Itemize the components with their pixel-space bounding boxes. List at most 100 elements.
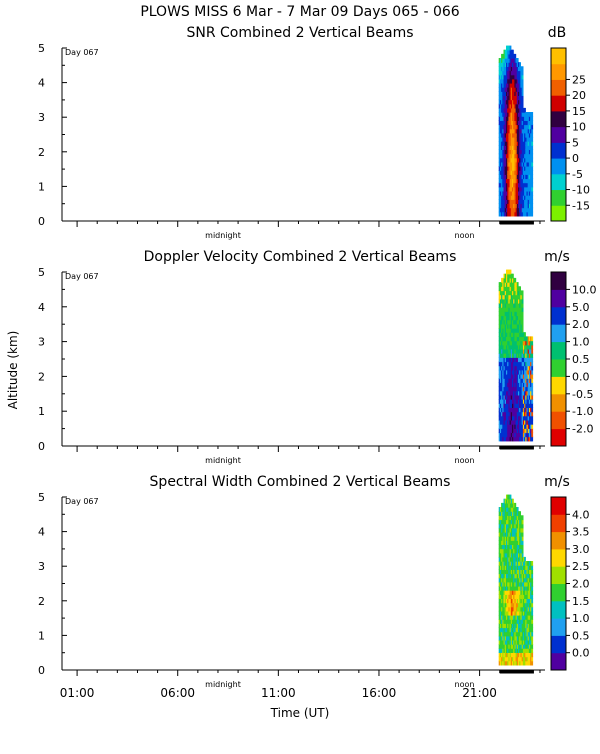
heatmap-cell	[518, 145, 520, 150]
heatmap-cell	[518, 190, 520, 196]
heatmap-cell	[528, 639, 531, 645]
heatmap-cell	[503, 424, 506, 429]
heatmap-cell	[522, 436, 525, 442]
heatmap-cell	[509, 540, 512, 545]
heatmap-cell	[506, 116, 508, 121]
heatmap-cell	[501, 631, 503, 637]
heatmap-cell	[518, 124, 520, 130]
heatmap-cell	[522, 602, 525, 608]
heatmap-cell	[525, 382, 528, 388]
heatmap-cell	[520, 631, 523, 637]
heatmap-cell	[504, 157, 507, 163]
x-tick-label: 21:00	[462, 686, 497, 700]
heatmap-cell	[507, 411, 509, 417]
heatmap-cell	[520, 610, 523, 616]
heatmap-cell	[514, 161, 517, 167]
heatmap-cell	[525, 369, 528, 375]
heatmap-cell	[506, 303, 508, 308]
heatmap-cell	[514, 548, 517, 554]
heatmap-cell	[527, 615, 530, 620]
heatmap-cell	[522, 369, 525, 375]
heatmap-cell	[504, 149, 507, 155]
heatmap-cell	[501, 170, 503, 175]
heatmap-cell	[527, 378, 530, 383]
heatmap-cell	[516, 116, 519, 121]
heatmap-cell	[507, 511, 509, 516]
heatmap-cell	[506, 49, 508, 55]
heatmap-cell	[501, 95, 503, 101]
heatmap-cell	[526, 615, 529, 620]
heatmap-cell	[524, 132, 526, 138]
heatmap-cell	[510, 149, 513, 155]
heatmap-cell	[498, 386, 501, 392]
heatmap-cell	[509, 386, 512, 392]
heatmap-cell	[531, 407, 534, 413]
heatmap-cell	[510, 58, 513, 63]
heatmap-cell	[519, 290, 521, 296]
heatmap-cell	[498, 124, 501, 130]
heatmap-cell	[508, 585, 511, 591]
heatmap-cell	[509, 328, 512, 333]
heatmap-cell	[510, 120, 513, 126]
heatmap-cell	[512, 386, 514, 392]
heatmap-cell	[514, 91, 517, 96]
heatmap-cell	[524, 627, 526, 633]
heatmap-cell	[530, 207, 532, 213]
heatmap-cell	[501, 332, 503, 337]
heatmap-cell	[522, 365, 525, 371]
heatmap-cell	[510, 428, 513, 434]
heatmap-cell	[531, 211, 534, 217]
heatmap-cell	[519, 411, 521, 417]
heatmap-cell	[528, 141, 531, 146]
heatmap-cell	[512, 357, 514, 363]
heatmap-cell	[525, 598, 528, 604]
heatmap-cell	[501, 606, 503, 612]
heatmap-cell	[508, 294, 511, 300]
heatmap-cell	[513, 103, 515, 109]
y-tick-label: 0	[38, 664, 45, 677]
heatmap-cell	[512, 577, 514, 583]
heatmap-cell	[530, 340, 532, 346]
heatmap-cell	[503, 95, 506, 101]
heatmap-cell	[506, 340, 508, 346]
heatmap-cell	[499, 66, 502, 72]
heatmap-cell	[508, 269, 511, 275]
heatmap-cell	[502, 340, 505, 346]
heatmap-cell	[499, 186, 502, 192]
heatmap-cell	[528, 128, 531, 134]
heatmap-cell	[506, 178, 508, 184]
heatmap-cell	[503, 531, 506, 537]
heatmap-cell	[525, 390, 528, 396]
heatmap-cell	[525, 577, 528, 583]
heatmap-cell	[531, 577, 534, 583]
heatmap-cell	[509, 323, 512, 329]
heatmap-cell	[522, 619, 525, 624]
heatmap-cell	[498, 290, 501, 296]
heatmap-cell	[526, 394, 529, 400]
heatmap-cell	[513, 411, 515, 417]
y-tick-label: 1	[38, 629, 45, 642]
heatmap-cell	[512, 286, 514, 292]
heatmap-cell	[499, 311, 502, 317]
heatmap-cell	[515, 70, 518, 76]
heatmap-cell	[514, 615, 517, 620]
heatmap-cell	[509, 145, 512, 150]
heatmap-cell	[512, 294, 514, 300]
heatmap-cell	[519, 639, 521, 645]
heatmap-cell	[530, 344, 532, 350]
heatmap-cell	[499, 332, 502, 337]
heatmap-cell	[519, 403, 521, 408]
heatmap-cell	[519, 166, 521, 171]
heatmap-cell	[521, 556, 524, 562]
heatmap-cell	[531, 623, 534, 629]
heatmap-cell	[519, 170, 521, 175]
heatmap-cell	[504, 344, 507, 350]
heatmap-cell	[513, 552, 515, 558]
heatmap-cell	[519, 78, 521, 84]
heatmap-cell	[504, 58, 507, 63]
heatmap-cell	[515, 515, 518, 521]
heatmap-cell	[501, 648, 503, 653]
heatmap-cell	[507, 74, 509, 80]
heatmap-cell	[531, 120, 534, 126]
heatmap-cell	[512, 623, 514, 629]
